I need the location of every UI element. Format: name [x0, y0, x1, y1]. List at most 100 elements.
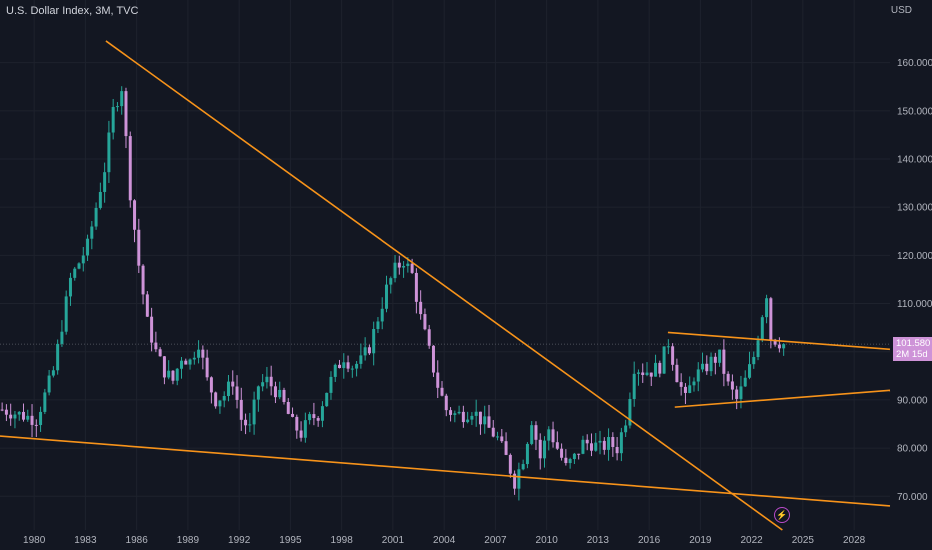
candle-body: [444, 395, 448, 411]
time-axis[interactable]: 1980 1983 1986 1989 1992 1995 1998 2001 2004 2007…: [23, 535, 866, 546]
trendline: [667, 331, 891, 351]
candle-body: [658, 362, 662, 374]
candle-body: [201, 349, 205, 358]
trendlines[interactable]: [0, 40, 891, 531]
x-tick-label: 1995: [279, 535, 302, 546]
bar-countdown: 2M 15d: [896, 349, 928, 361]
candle-body: [389, 278, 393, 285]
candle-body: [346, 362, 350, 369]
y-tick-label: 70.000: [897, 492, 928, 503]
candle-body: [572, 453, 576, 460]
candle-body: [320, 406, 324, 421]
candle-body: [530, 425, 534, 444]
candle-body: [316, 418, 320, 421]
candle-body: [235, 386, 239, 400]
candle-body: [585, 439, 589, 444]
candle-body: [730, 381, 734, 390]
candle-body: [218, 400, 222, 407]
x-tick-label: 2016: [638, 535, 661, 546]
candle-body: [325, 392, 329, 407]
candle-body: [342, 362, 346, 369]
trendline: [674, 389, 891, 408]
candle-body: [158, 349, 162, 357]
symbol-title[interactable]: U.S. Dollar Index, 3M, TVC: [6, 5, 139, 17]
y-tick-label: 80.000: [897, 444, 928, 455]
candle-body: [393, 262, 397, 279]
y-tick-label: 140.000: [897, 155, 932, 166]
candle-body: [30, 415, 34, 425]
x-tick-label: 1992: [228, 535, 251, 546]
candle-body: [632, 373, 636, 399]
candle-body: [427, 329, 431, 346]
candle-body: [611, 437, 615, 448]
candle-body: [13, 414, 17, 419]
candle-body: [538, 439, 542, 459]
candle-body: [735, 389, 739, 399]
candle-body: [619, 432, 623, 454]
candle-body: [765, 298, 769, 318]
candle-body: [175, 368, 179, 381]
candle-body: [192, 357, 196, 360]
candle-body: [333, 364, 337, 377]
candle-body: [286, 401, 290, 414]
candle-body: [308, 414, 312, 421]
candle-body: [564, 457, 568, 464]
candle-body: [726, 373, 730, 382]
candle-body: [133, 200, 137, 230]
y-tick-label: 130.000: [897, 203, 932, 214]
candle-body: [261, 382, 265, 387]
x-tick-label: 2019: [689, 535, 712, 546]
candle-body: [449, 410, 453, 415]
candle-body: [0, 409, 4, 411]
candle-body: [282, 389, 286, 402]
candle-body: [739, 386, 743, 399]
last-price-value: 101.580: [896, 338, 931, 350]
price-axis[interactable]: 70.00080.00090.000100.000110.000120.0001…: [897, 58, 932, 503]
candle-body: [496, 436, 500, 438]
candle-body: [624, 425, 628, 433]
candle-body: [329, 376, 333, 393]
candle-body: [440, 387, 444, 396]
x-tick-label: 2001: [382, 535, 405, 546]
x-tick-label: 2022: [741, 535, 764, 546]
candle-body: [154, 342, 158, 350]
candle-body: [521, 464, 525, 470]
candle-body: [226, 381, 230, 397]
candle-body: [666, 346, 670, 348]
x-tick-label: 1980: [23, 535, 46, 546]
candle-body: [355, 363, 359, 369]
candle-body: [645, 372, 649, 376]
candle-body: [197, 349, 201, 358]
candle-body: [551, 429, 555, 443]
candle-body: [641, 372, 645, 376]
candle-body: [705, 363, 709, 372]
candle-body: [128, 136, 132, 201]
candle-body: [214, 392, 218, 407]
candle-body: [487, 416, 491, 428]
candle-body: [295, 416, 299, 431]
candle-body: [466, 419, 470, 423]
candle-body: [98, 191, 102, 208]
candle-body: [513, 473, 517, 489]
candle-body: [615, 447, 619, 454]
candle-body: [701, 363, 705, 370]
candle-body: [397, 262, 401, 268]
candle-body: [107, 132, 111, 173]
candle-body: [504, 441, 508, 455]
candle-body: [675, 364, 679, 383]
candle-body: [525, 443, 529, 465]
lightning-bolt-icon[interactable]: ⚡: [774, 507, 790, 523]
x-tick-label: 1998: [331, 535, 354, 546]
x-tick-label: 2010: [536, 535, 559, 546]
candle-body: [60, 331, 64, 344]
candle-body: [534, 425, 538, 440]
candle-body: [769, 298, 773, 340]
candle-body: [662, 346, 666, 374]
trendline: [0, 435, 891, 507]
candle-body: [410, 263, 414, 273]
candle-body: [722, 349, 726, 374]
candle-body: [581, 439, 585, 454]
candle-body: [77, 263, 81, 269]
candle-body: [423, 314, 427, 330]
